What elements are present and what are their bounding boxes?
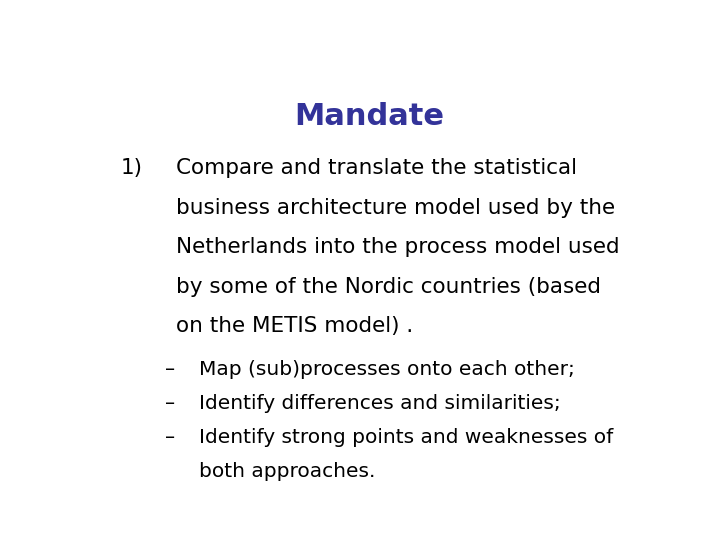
Text: Netherlands into the process model used: Netherlands into the process model used	[176, 238, 620, 258]
Text: Identify differences and similarities;: Identify differences and similarities;	[199, 394, 561, 413]
Text: Compare and translate the statistical: Compare and translate the statistical	[176, 158, 577, 178]
Text: Map (sub)processes onto each other;: Map (sub)processes onto each other;	[199, 360, 575, 379]
Text: 1): 1)	[121, 158, 143, 178]
Text: –: –	[166, 394, 176, 413]
Text: –: –	[166, 428, 176, 447]
Text: by some of the Nordic countries (based: by some of the Nordic countries (based	[176, 277, 601, 297]
Text: both approaches.: both approaches.	[199, 462, 375, 481]
Text: Identify strong points and weaknesses of: Identify strong points and weaknesses of	[199, 428, 613, 447]
Text: on the METIS model) .: on the METIS model) .	[176, 316, 414, 336]
Text: business architecture model used by the: business architecture model used by the	[176, 198, 616, 218]
Text: Mandate: Mandate	[294, 102, 444, 131]
Text: –: –	[166, 360, 176, 379]
